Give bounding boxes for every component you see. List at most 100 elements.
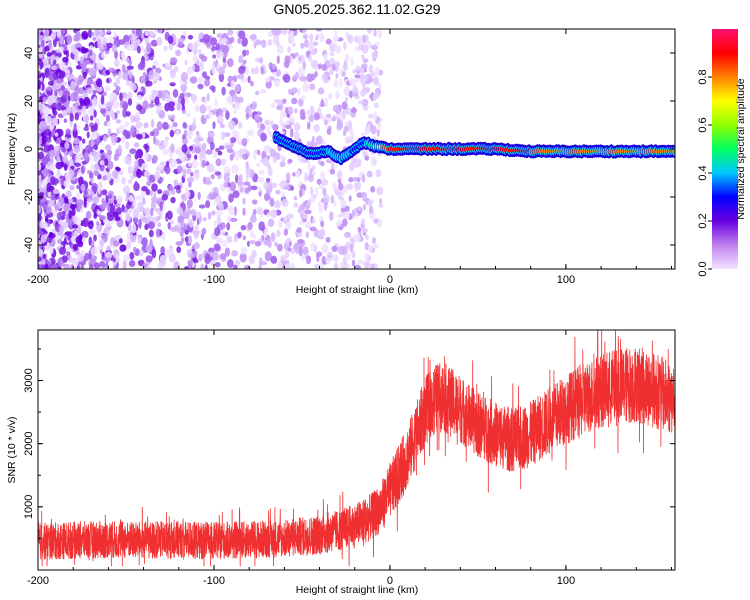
noise-speckle [163,140,169,148]
noise-speckle [60,215,66,220]
noise-speckle [135,115,140,123]
noise-speckle [215,158,222,167]
noise-speckle [329,63,335,69]
noise-speckle [225,110,230,120]
noise-speckle [93,170,100,177]
noise-speckle [193,172,200,181]
noise-speckle [130,125,136,134]
noise-speckle [187,34,194,40]
noise-speckle [219,253,227,260]
noise-speckle [144,31,150,37]
noise-speckle [38,205,42,214]
noise-speckle [233,109,237,115]
noise-speckle [339,78,343,88]
noise-speckle [115,119,122,124]
noise-speckle [38,48,42,54]
noise-speckle [297,239,305,244]
noise-speckle [221,107,228,112]
noise-speckle [222,44,229,54]
noise-speckle [307,160,311,171]
noise-speckle [361,174,366,183]
noise-speckle [325,38,332,45]
noise-speckle [63,179,71,188]
noise-speckle [298,56,302,61]
noise-speckle [215,209,223,217]
noise-speckle [224,247,231,257]
noise-speckle [377,220,382,228]
noise-speckle [44,68,50,79]
noise-speckle [234,174,239,184]
noise-speckle [117,71,123,80]
noise-speckle [285,249,290,259]
noise-speckle [344,96,349,103]
noise-speckle [287,46,291,54]
noise-speckle [137,234,142,244]
noise-speckle [170,159,178,168]
noise-speckle [99,260,106,269]
noise-speckle [221,158,227,166]
noise-speckle [372,237,376,244]
noise-speckle [124,155,132,165]
noise-speckle [229,89,236,97]
noise-speckle [265,195,271,200]
noise-speckle [101,169,108,176]
noise-speckle [49,232,53,237]
noise-speckle [67,169,75,178]
noise-speckle [212,121,216,130]
noise-speckle [330,194,335,204]
noise-speckle [89,194,93,201]
noise-speckle [299,76,307,82]
noise-speckle [324,119,328,126]
noise-speckle [50,176,56,186]
snr-plot-area [38,330,675,567]
noise-speckle [74,29,81,32]
noise-speckle [353,92,359,97]
noise-speckle [220,112,224,118]
noise-speckle [329,57,336,65]
noise-speckle [323,187,326,196]
noise-speckle [271,29,279,36]
noise-speckle [76,184,80,190]
noise-speckle [214,171,222,176]
noise-speckle [337,195,344,200]
noise-speckle [163,165,168,172]
noise-speckle [86,210,92,220]
noise-speckle [258,221,266,232]
noise-speckle [123,255,131,262]
noise-speckle [277,243,283,252]
noise-speckle [109,93,114,103]
noise-speckle [363,260,371,269]
noise-speckle [322,193,330,204]
noise-speckle [179,151,185,162]
noise-speckle [256,207,263,215]
noise-speckle [101,52,107,59]
noise-speckle [59,246,67,255]
noise-speckle [310,59,319,69]
noise-speckle [229,181,237,192]
noise-speckle [373,218,379,224]
noise-speckle [38,52,44,59]
noise-speckle [50,65,58,71]
noise-speckle [93,213,98,219]
noise-speckle [349,77,356,86]
noise-speckle [96,78,103,88]
noise-speckle [38,173,42,181]
noise-speckle [103,121,108,127]
noise-speckle [121,91,127,99]
y-tick-label: 3000 [23,368,35,392]
noise-speckle [158,105,163,111]
noise-speckle [323,53,328,62]
noise-speckle [229,207,235,216]
noise-speckle [239,252,247,263]
noise-speckle [231,250,239,257]
noise-speckle [195,224,199,232]
noise-speckle [206,93,210,102]
noise-speckle [150,207,154,217]
noise-speckle [286,213,294,220]
noise-speckle [43,36,50,42]
noise-speckle [56,137,61,145]
noise-speckle [214,98,218,108]
noise-speckle [187,162,193,167]
noise-speckle [327,92,333,101]
noise-speckle [192,117,196,127]
